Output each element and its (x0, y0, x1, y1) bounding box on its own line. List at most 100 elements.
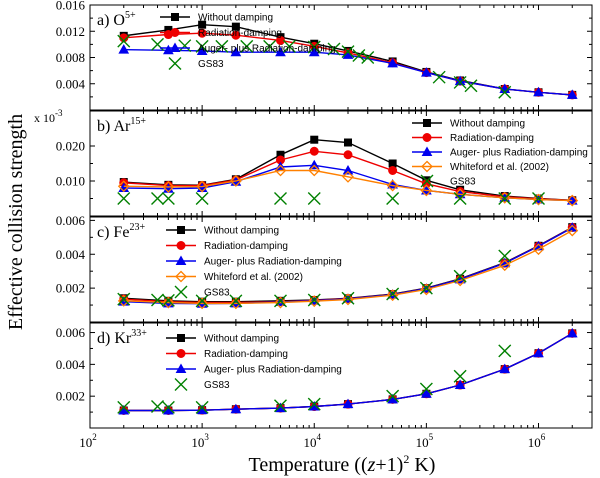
legend-label: Auger- plus Radiation-damping (198, 44, 336, 55)
data-point (307, 397, 321, 411)
data-point (195, 294, 209, 308)
y-tick-label: 0.016 (56, 0, 86, 13)
data-point (387, 57, 398, 68)
x-tick-label: 102 (79, 432, 97, 450)
data-point (386, 192, 400, 205)
data-point (344, 138, 353, 147)
data-point (117, 34, 131, 48)
legend-label: Radiation-damping (204, 349, 288, 360)
data-point (453, 192, 467, 205)
data-point (195, 192, 209, 205)
legend-marker (168, 57, 182, 70)
y-tick-label: 0.010 (56, 174, 85, 189)
x-tick-label: 104 (304, 432, 322, 450)
y-tick-label: 0.002 (56, 281, 85, 296)
data-point (151, 192, 165, 205)
panel-a-label: a) O5+ (97, 10, 136, 29)
legend-label: Radiation-damping (204, 241, 288, 252)
data-point (231, 22, 240, 31)
data-point (498, 259, 511, 272)
y-axis-label: Effective collision strength (5, 114, 27, 330)
legend-marker (175, 255, 187, 265)
data-point (327, 42, 341, 56)
x-tick-label: 105 (416, 432, 434, 450)
data-point (388, 159, 397, 168)
data-point (117, 400, 131, 414)
data-point (229, 297, 242, 310)
data-point (566, 327, 578, 338)
data-point (342, 170, 354, 183)
legend-item-radiation-damping: Radiation-damping (166, 241, 288, 252)
legend-item-auger-plus-radiation-damping: Auger- plus Radiation-damping (166, 255, 342, 268)
legend-marker (176, 349, 186, 358)
legend-marker (175, 363, 187, 373)
data-point (453, 369, 467, 383)
data-point (533, 347, 544, 358)
data-point (161, 400, 175, 414)
legend-marker (174, 285, 188, 299)
legend-label: Whiteford et al. (2002) (204, 272, 303, 283)
data-point (566, 89, 578, 99)
panel-b: 0.010 0.020 x 10-3 b) Ar15+ Without damping R… (34, 108, 593, 217)
legend-item-gs83: GS83 (174, 285, 230, 299)
legend-label: Without damping (198, 13, 273, 24)
data-point (117, 292, 131, 306)
legend-item-without-damping: Without damping (166, 334, 279, 345)
legend-item-auger-plus-radiation-damping: Auger- plus Radiation-damping (166, 363, 342, 376)
data-point (275, 35, 285, 45)
data-point (308, 46, 320, 57)
legend-label: Radiation-damping (450, 133, 534, 144)
data-point (117, 192, 131, 205)
legend-label: Auger- plus Radiation-damping (204, 365, 342, 376)
panel-d: 0.002 0.004 0.006 d) Kr33+ Without damping Ra… (56, 322, 593, 429)
legend-marker (170, 28, 180, 37)
data-point (274, 164, 287, 177)
legend-item-gs83: GS83 (168, 57, 224, 70)
data-point (420, 283, 433, 296)
y-tick-label: 0.020 (56, 139, 85, 154)
data-point (196, 180, 209, 193)
y-tick-label: 0.004 (56, 76, 86, 91)
data-point (566, 194, 579, 207)
legend-item-auger-plus-radiation-damping: Auger- plus Radiation-damping (160, 42, 336, 55)
legend-label: GS83 (198, 59, 224, 70)
legend-label: Without damping (450, 119, 525, 130)
data-point (229, 175, 242, 187)
data-point (197, 28, 207, 38)
legend-marker (420, 174, 434, 188)
legend-item-radiation-damping: Radiation-damping (160, 28, 282, 39)
data-point (341, 291, 355, 305)
data-point (231, 30, 241, 40)
data-point (308, 164, 321, 177)
data-point (432, 70, 446, 84)
series-gs83 (117, 34, 512, 99)
legend-label: Whiteford et al. (2002) (450, 162, 549, 173)
data-point (498, 249, 512, 263)
legend-label: Auger- plus Radiation-damping (450, 148, 588, 159)
panel-d-label: d) Kr33+ (97, 328, 147, 347)
legend-item-without-damping: Without damping (166, 226, 279, 237)
panel-d-frame (89, 322, 593, 429)
panel-c-data (117, 222, 579, 310)
data-point (240, 39, 254, 53)
data-point (307, 40, 321, 54)
legend-label: GS83 (204, 380, 230, 391)
y-tick-label: 0.004 (56, 357, 86, 372)
legend-marker (423, 119, 431, 127)
data-point (533, 86, 544, 97)
data-point (386, 389, 400, 403)
data-point (274, 296, 287, 309)
panel-d-legend: Without damping Radiation-damping Auger- p… (166, 334, 342, 391)
data-point (195, 400, 209, 414)
data-point (532, 243, 545, 256)
data-point (342, 293, 354, 306)
data-point (230, 403, 242, 414)
data-point (196, 297, 209, 310)
legend-label: Auger- plus Radiation-damping (204, 257, 342, 268)
legend-marker (422, 133, 432, 142)
data-point (421, 67, 432, 77)
legend-item-radiation-damping: Radiation-damping (166, 349, 288, 360)
data-point (275, 46, 286, 57)
panel-b-label: b) Ar15+ (97, 116, 146, 135)
